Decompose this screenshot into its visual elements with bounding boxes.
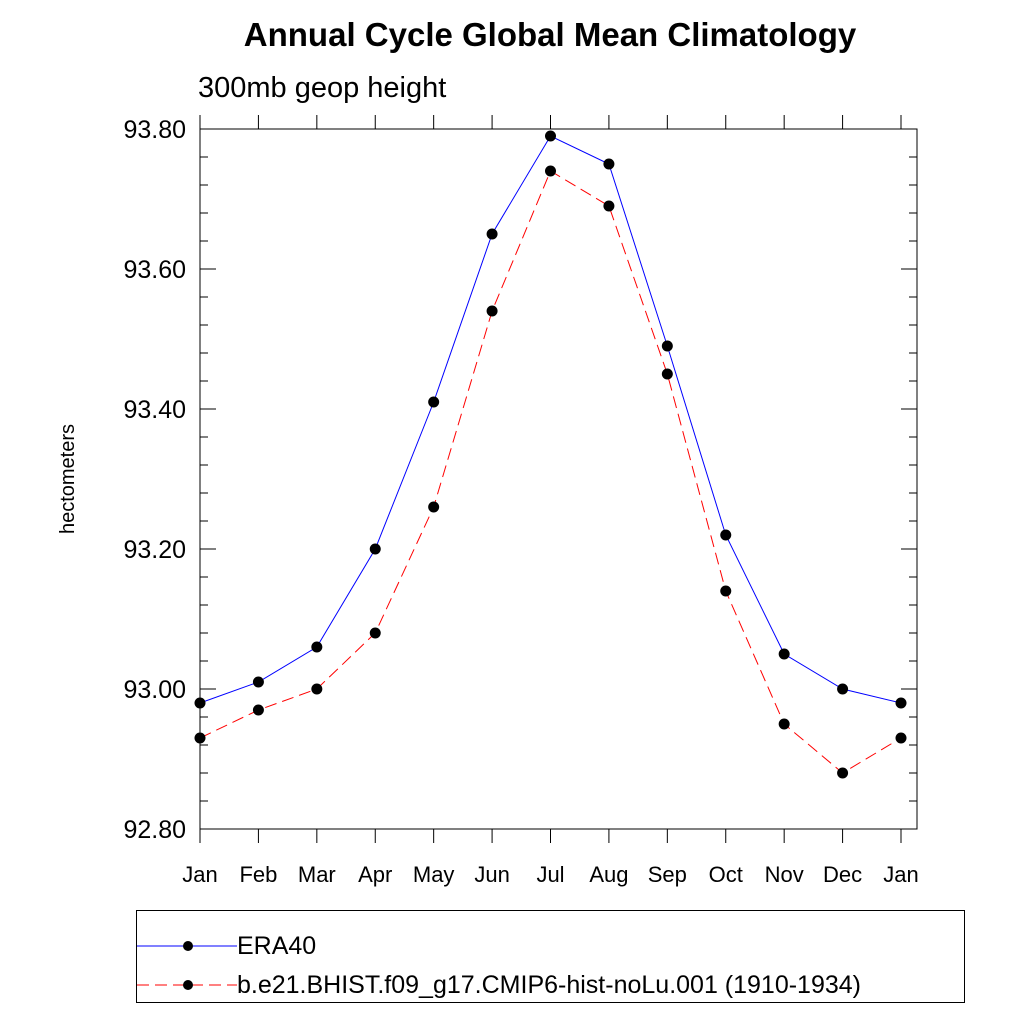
data-point-series-1	[428, 501, 440, 513]
y-tick-label: 93.20	[123, 536, 186, 564]
data-point-series-1	[778, 718, 790, 730]
data-point-series-1	[311, 683, 323, 695]
data-point-series-0	[895, 697, 907, 709]
legend-swatch-era40	[137, 941, 237, 951]
x-tick-label: Feb	[239, 862, 277, 887]
legend-item-cmip6: b.e21.BHIST.f09_g17.CMIP6-hist-noLu.001 …	[137, 970, 964, 1000]
data-point-series-0	[252, 676, 264, 688]
data-point-series-1	[369, 627, 381, 639]
x-tick-label: Aug	[589, 862, 628, 887]
x-tick-label: Apr	[358, 862, 392, 887]
series-line-1	[199, 170, 902, 774]
x-tick-label: Jun	[474, 862, 509, 887]
data-point-series-0	[778, 648, 790, 660]
chart-title: Annual Cycle Global Mean Climatology	[243, 16, 857, 53]
line-chart: 92.80 93.00 93.20 93.40 93.60 93.80 Jan Feb Mar A…	[57, 115, 919, 887]
legend-label-cmip6: b.e21.BHIST.f09_g17.CMIP6-hist-noLu.001 …	[237, 971, 861, 999]
x-tick-label: Jan	[182, 862, 217, 887]
data-point-series-1	[545, 165, 556, 177]
x-tick-label: Nov	[765, 862, 804, 887]
y-tick-label: 93.60	[123, 256, 186, 284]
chart-subtitle: 300mb geop height	[198, 72, 447, 104]
legend: ERA40 b.e21.BHIST.f09_g17.CMIP6-hist-noL…	[136, 910, 965, 1003]
x-tick-label: Sep	[648, 862, 687, 887]
y-tick-label: 93.80	[123, 116, 186, 144]
y-axis-label: hectometers	[57, 424, 79, 534]
legend-label-era40: ERA40	[237, 932, 317, 960]
data-point-series-1	[252, 704, 264, 716]
data-point-series-0	[545, 130, 556, 142]
data-point-series-1	[837, 767, 849, 779]
data-point-series-0	[428, 396, 440, 408]
data-point-series-1	[603, 200, 615, 212]
legend-swatch-cmip6	[137, 980, 237, 990]
data-point-series-1	[486, 305, 498, 317]
y-tick-label: 93.00	[123, 676, 186, 704]
data-point-series-0	[311, 641, 323, 653]
data-point-series-0	[486, 228, 498, 240]
data-point-series-0	[720, 529, 732, 541]
x-tick-label: Dec	[823, 862, 862, 887]
y-tick-label: 92.80	[123, 816, 186, 844]
data-point-series-1	[720, 585, 732, 597]
data-point-series-0	[837, 683, 849, 695]
data-point-series-1	[194, 732, 206, 744]
data-point-series-0	[661, 340, 673, 352]
data-point-series-1	[661, 368, 673, 380]
plot-frame	[199, 128, 918, 830]
legend-item-era40: ERA40	[137, 931, 964, 961]
data-point-series-0	[369, 543, 381, 555]
x-tick-label: May	[413, 862, 455, 887]
x-tick-label: Oct	[709, 862, 743, 887]
series-line-0	[199, 135, 902, 704]
x-tick-label: Jan	[883, 862, 918, 887]
data-point-series-0	[603, 158, 615, 170]
y-tick-label: 93.40	[123, 396, 186, 424]
x-tick-label: Mar	[298, 862, 336, 887]
x-tick-label: Jul	[536, 862, 564, 887]
data-point-series-1	[895, 732, 907, 744]
data-point-series-0	[194, 697, 206, 709]
